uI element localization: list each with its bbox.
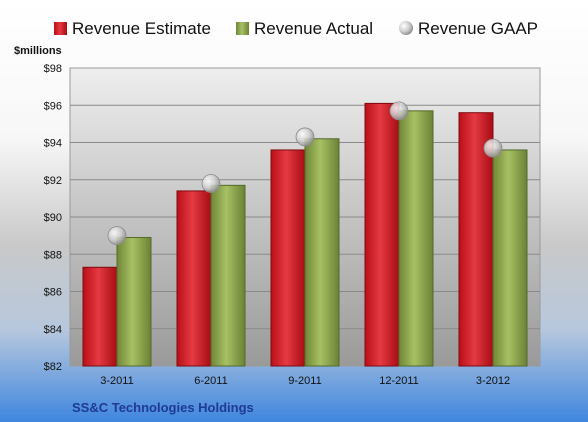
x-tick-label: 3-2011	[100, 375, 133, 387]
marker-revenue-gaap	[295, 127, 315, 147]
marker-revenue-gaap	[107, 226, 127, 246]
bars	[82, 102, 528, 367]
y-tick-label: $92	[44, 175, 62, 187]
y-tick-label: $86	[44, 287, 62, 299]
legend-label-revenue-gaap: Revenue GAAP	[418, 19, 538, 38]
y-tick-label: $82	[44, 361, 62, 373]
unit-label: $millions	[14, 45, 62, 57]
company-name: SS&C Technologies Holdings	[72, 400, 254, 415]
legend-swatch-revenue-estimate	[54, 22, 67, 35]
x-tick-label: 3-2012	[476, 375, 510, 387]
y-tick-label: $90	[44, 212, 62, 224]
bar-revenue-actual	[398, 110, 434, 367]
bar-revenue-estimate	[176, 190, 212, 367]
gaap-markers	[107, 101, 503, 246]
bar-revenue-estimate	[364, 102, 400, 367]
x-axis-ticks: 3-2011 6-2011 9-2011 12-2011 3-2012	[100, 375, 510, 387]
x-tick-label: 9-2011	[288, 375, 321, 387]
legend-swatch-revenue-actual	[236, 22, 249, 35]
y-tick-label: $84	[44, 324, 62, 336]
bar-revenue-actual	[304, 138, 340, 367]
y-axis-ticks: $82 $84 $86 $88 $90 $92 $94 $96 $98	[44, 63, 62, 373]
bar-revenue-actual	[116, 236, 152, 367]
bar-revenue-estimate	[270, 149, 306, 367]
legend: Revenue Estimate Revenue Actual Revenue …	[54, 19, 538, 38]
y-tick-label: $98	[44, 63, 62, 75]
y-tick-label: $88	[44, 249, 62, 261]
bar-revenue-actual	[210, 184, 246, 367]
legend-label-revenue-estimate: Revenue Estimate	[72, 19, 211, 38]
y-tick-label: $96	[44, 100, 62, 112]
marker-revenue-gaap	[483, 138, 503, 158]
bar-revenue-estimate	[82, 266, 118, 367]
y-tick-label: $94	[44, 138, 62, 150]
x-tick-label: 12-2011	[379, 375, 419, 387]
x-tick-label: 6-2011	[194, 375, 227, 387]
bar-revenue-actual	[492, 149, 528, 367]
marker-revenue-gaap	[389, 101, 409, 121]
legend-label-revenue-actual: Revenue Actual	[254, 19, 373, 38]
marker-revenue-gaap	[201, 174, 221, 193]
legend-marker-revenue-gaap	[399, 21, 413, 35]
